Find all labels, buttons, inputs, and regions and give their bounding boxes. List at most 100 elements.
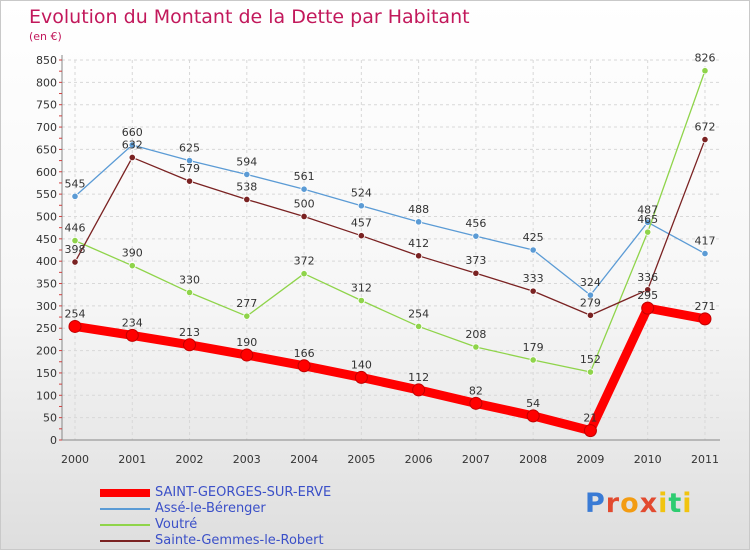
data-label: 372 <box>294 255 315 268</box>
data-label: 140 <box>351 358 372 371</box>
data-point <box>243 312 251 320</box>
data-point <box>472 343 480 351</box>
x-tick-label: 2006 <box>405 453 433 466</box>
series-line <box>74 138 706 316</box>
data-label: 412 <box>408 237 429 250</box>
x-tick-label: 2007 <box>462 453 490 466</box>
legend-label: Voutré <box>155 517 198 532</box>
data-point <box>243 170 251 179</box>
logo-letter: i <box>682 488 693 519</box>
data-point <box>354 370 368 384</box>
data-point <box>357 232 365 240</box>
data-point <box>698 312 712 326</box>
data-point <box>412 383 426 397</box>
data-point <box>415 218 423 226</box>
data-point <box>357 296 365 305</box>
data-label: 446 <box>65 222 86 235</box>
data-point <box>701 135 709 144</box>
data-label: 82 <box>469 384 483 397</box>
data-point <box>300 270 308 278</box>
legend-swatch <box>100 489 150 497</box>
data-point <box>415 252 423 260</box>
data-label: 234 <box>122 316 143 329</box>
x-tick-label: 2009 <box>576 453 604 466</box>
data-point <box>644 286 652 294</box>
data-point <box>701 67 709 75</box>
data-point <box>240 348 254 362</box>
data-label: 336 <box>637 271 658 284</box>
y-tick-label: 550 <box>36 188 57 201</box>
y-tick-label: 650 <box>36 143 57 156</box>
data-label: 538 <box>236 180 257 193</box>
data-point <box>586 311 595 319</box>
data-label: 373 <box>465 254 486 267</box>
data-point <box>644 228 652 236</box>
x-tick-label: 2005 <box>347 453 375 466</box>
data-point <box>529 287 537 295</box>
logo-letter: x <box>639 488 659 519</box>
data-label: 54 <box>526 397 540 410</box>
data-point <box>128 153 136 162</box>
data-label: 279 <box>580 296 601 309</box>
y-tick-label: 450 <box>36 233 57 246</box>
data-label: 312 <box>351 282 372 295</box>
x-tick-label: 2011 <box>691 453 719 466</box>
data-point <box>529 356 537 364</box>
x-tick-label: 2000 <box>61 453 89 466</box>
data-point <box>71 258 79 266</box>
y-tick-label: 500 <box>36 210 57 223</box>
data-label: 524 <box>351 187 372 200</box>
data-point <box>586 368 595 376</box>
legend-label: Assé-le-Bérenger <box>155 501 266 516</box>
y-tick-label: 0 <box>50 434 57 447</box>
data-label: 625 <box>179 142 200 155</box>
data-point <box>71 237 79 245</box>
data-label: 488 <box>408 203 429 216</box>
data-point <box>586 291 595 299</box>
series-line <box>74 70 706 373</box>
legend-label: SAINT-GEORGES-SUR-ERVE <box>155 485 332 500</box>
logo-letter: i <box>658 488 669 519</box>
data-point <box>701 249 709 258</box>
data-label: 333 <box>523 272 544 285</box>
data-label: 213 <box>179 326 200 339</box>
data-label: 112 <box>408 371 429 384</box>
chart-subtitle: (en €) <box>29 30 62 43</box>
data-label: 465 <box>637 213 658 226</box>
x-tick-label: 2008 <box>519 453 547 466</box>
data-point <box>415 322 423 331</box>
logo-letter: P <box>585 488 606 519</box>
data-point <box>641 301 655 315</box>
data-label: 457 <box>351 217 372 230</box>
data-point <box>125 328 139 342</box>
data-label: 417 <box>694 235 715 248</box>
data-point <box>185 288 194 297</box>
data-point <box>128 141 136 149</box>
data-label: 277 <box>236 297 257 310</box>
data-label: 324 <box>580 276 601 289</box>
data-point <box>243 195 251 204</box>
axes: 0 50 100 150 200 250 300 350 400 450 500 550 600 650 7… <box>36 54 720 466</box>
data-label: 826 <box>694 52 715 65</box>
y-tick-label: 800 <box>36 76 57 89</box>
data-labels: 2542342131901661401128254212952715456606… <box>65 52 716 425</box>
data-label: 579 <box>179 162 200 175</box>
chart-title: Evolution du Montant de la Dette par Hab… <box>29 6 470 28</box>
data-label: 456 <box>465 217 486 230</box>
data-label: 21 <box>583 412 597 425</box>
series-line <box>70 303 710 436</box>
data-label: 632 <box>122 138 143 151</box>
x-tick-label: 2002 <box>176 453 204 466</box>
data-label: 166 <box>294 347 315 360</box>
data-label: 487 <box>637 203 658 216</box>
data-point <box>583 424 597 438</box>
y-tick-label: 100 <box>36 389 57 402</box>
logo-letter: r <box>605 488 621 519</box>
x-tick-label: 2010 <box>634 453 662 466</box>
data-point <box>472 232 480 240</box>
data-point <box>128 262 136 270</box>
y-tick-label: 700 <box>36 121 57 134</box>
data-label: 271 <box>694 300 715 313</box>
data-label: 190 <box>236 336 257 349</box>
